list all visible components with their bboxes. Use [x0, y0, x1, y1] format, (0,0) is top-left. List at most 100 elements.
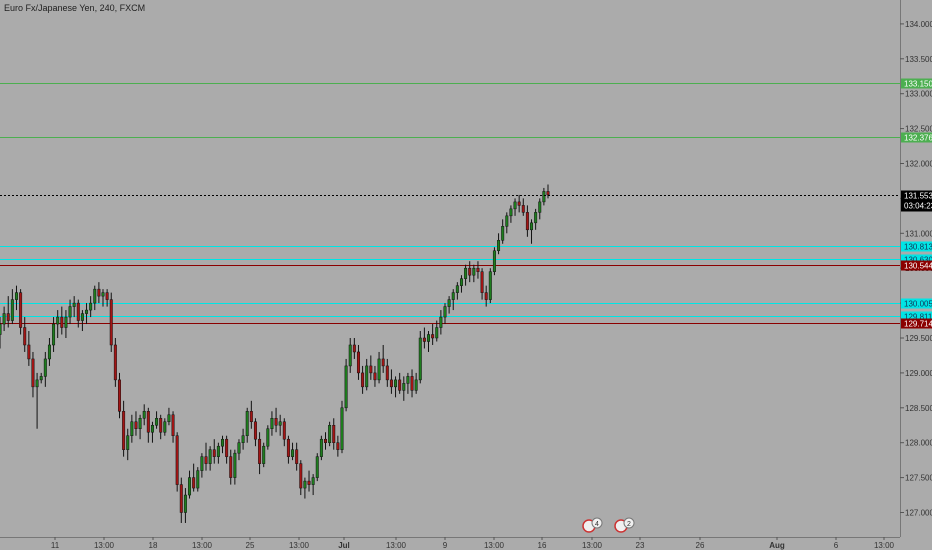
candle-body [291, 449, 295, 457]
candle-body [212, 449, 216, 457]
candle-body [101, 292, 105, 297]
candle-body [23, 327, 27, 346]
candle-body [233, 452, 237, 478]
candle-body [459, 278, 463, 286]
candle-body [14, 292, 18, 300]
candle-body [398, 379, 402, 391]
candle-body [517, 201, 521, 206]
candle-body [262, 445, 266, 464]
candle-body [348, 344, 352, 367]
candle-body [105, 292, 109, 300]
y-tick-label: 132.500 [905, 125, 932, 134]
y-tick-label: 127.500 [905, 474, 932, 483]
candle-body [89, 302, 93, 311]
candle-body [282, 421, 286, 440]
level-price-label: 130.544 [904, 262, 932, 271]
candle-body [204, 456, 208, 464]
candle-body [373, 372, 377, 381]
candle-body [546, 191, 550, 196]
x-tick-label: 18 [149, 541, 158, 550]
level-price-tag [901, 311, 932, 322]
candle-body [47, 344, 51, 360]
candle-body [126, 435, 130, 450]
candle-body [278, 421, 282, 426]
candle-body [109, 299, 113, 346]
candle-body [472, 267, 476, 276]
candle-body [340, 407, 344, 450]
candle-body [488, 271, 492, 300]
candle-body [439, 316, 443, 328]
candle-body [513, 201, 517, 210]
candle-body [336, 442, 340, 450]
candle-body [142, 411, 146, 419]
candle-body [155, 418, 159, 426]
candle-body [377, 358, 381, 381]
candle-body [138, 418, 142, 429]
candle-body [97, 288, 101, 297]
x-tick-label: 16 [538, 541, 547, 550]
candle-body [150, 425, 154, 433]
candle-body [221, 438, 224, 447]
candle-body [356, 351, 360, 374]
candle-body [188, 477, 192, 496]
event-count-badge [591, 517, 603, 529]
level-price-tag [901, 254, 932, 265]
candle-body [484, 292, 488, 300]
candle-body [241, 435, 245, 443]
candle-body [80, 313, 84, 321]
plot-area [0, 0, 900, 537]
candle-body [422, 337, 426, 342]
candle-body [68, 306, 72, 318]
candle-body [146, 411, 150, 433]
candle-body [72, 302, 76, 307]
candle-body [208, 449, 212, 464]
y-tick-label: 129.500 [905, 334, 932, 343]
candle-body [159, 418, 163, 433]
candle-body [229, 456, 233, 478]
candle-body [245, 411, 249, 436]
x-tick-label: 11 [51, 541, 60, 550]
x-tick-label: 6 [834, 541, 839, 550]
candle-body [0, 323, 2, 335]
y-tick-label: 134.000 [905, 20, 932, 29]
level-price-label: 130.630 [904, 256, 932, 265]
candle-body [200, 456, 204, 471]
candle-body [451, 292, 455, 300]
candle-body [468, 267, 472, 276]
candle-body [406, 376, 410, 384]
candle-body [6, 313, 10, 321]
candle-body [447, 299, 451, 307]
candle-body [56, 316, 60, 325]
candle-body [365, 365, 369, 388]
candle-body [19, 292, 23, 328]
candle-body [319, 438, 323, 457]
candle-body [538, 201, 542, 213]
candle-body [118, 379, 121, 412]
candle-body [324, 438, 327, 443]
candle-body [501, 226, 505, 241]
candle-body [455, 285, 459, 293]
candle-body [311, 477, 315, 485]
x-tick-label: 13:00 [94, 541, 115, 550]
x-tick-label: 13:00 [484, 541, 505, 550]
candle-body [389, 379, 393, 388]
candle-body [431, 334, 435, 339]
level-price-tag [901, 260, 932, 271]
candle-body [2, 313, 6, 325]
candle-body [497, 240, 501, 251]
x-tick-label: 26 [696, 541, 705, 550]
candle-body [352, 344, 356, 353]
candle-body [307, 480, 311, 485]
level-price-tag [901, 132, 932, 143]
event-count-label: 2 [627, 521, 631, 528]
candle-body [122, 411, 126, 450]
candle-body [266, 428, 270, 447]
candle-body [509, 208, 513, 217]
event-count-label: 4 [595, 521, 599, 528]
candle-body [134, 421, 138, 429]
candle-body [414, 379, 418, 391]
candle-body [361, 372, 365, 388]
time-axis-panel [0, 537, 900, 550]
x-tick-label: 23 [636, 541, 645, 550]
